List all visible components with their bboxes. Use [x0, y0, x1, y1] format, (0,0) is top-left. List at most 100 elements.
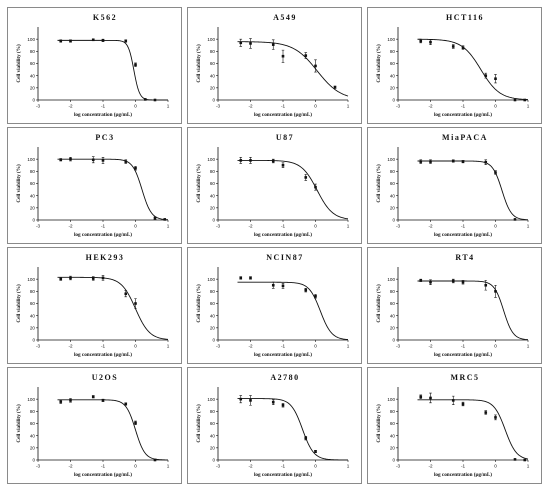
data-point	[249, 42, 252, 45]
data-point	[153, 98, 157, 102]
y-tick-label: 0	[32, 218, 35, 223]
data-point	[69, 276, 72, 280]
panel-k562: K562 0 20 40 60 80 100 -3 -2 -1 0 1 log concentratio…	[7, 7, 182, 124]
x-axis-label: log concentration (µg/mL)	[254, 351, 312, 358]
fit-curve	[417, 38, 529, 101]
x-tick-label: -3	[216, 344, 221, 349]
x-tick-label: -3	[396, 104, 401, 109]
panel-hct116: HCT116 0 20 40 60 80 100 -3 -2 -1 0 1 log concentrat…	[367, 7, 542, 124]
data-point	[494, 77, 497, 81]
x-axis-label: log concentration (µg/mL)	[434, 111, 492, 118]
y-tick-label: 100	[207, 277, 215, 282]
data-point	[91, 277, 95, 280]
x-axis-label: log concentration (µg/mL)	[254, 231, 312, 238]
x-axis-label: log concentration (µg/mL)	[74, 231, 132, 238]
data-point	[494, 290, 497, 293]
x-axis-label: log concentration (µg/mL)	[434, 471, 492, 478]
x-tick-label: -3	[396, 344, 401, 349]
chart-title: A2780	[270, 373, 299, 382]
data-point	[281, 163, 285, 167]
x-tick-label: -3	[36, 464, 41, 469]
y-tick-label: 0	[32, 98, 35, 103]
chart-title: K562	[93, 13, 117, 22]
y-axis-label: Cell viability (%)	[195, 164, 202, 203]
data-point	[314, 64, 317, 68]
x-tick-label: 1	[527, 464, 530, 469]
fit-curve	[417, 160, 529, 221]
data-point	[271, 159, 275, 163]
x-tick-label: 0	[134, 104, 137, 109]
x-tick-label: -1	[101, 464, 106, 469]
x-tick-label: -2	[68, 344, 73, 349]
y-tick-label: 60	[390, 61, 396, 66]
y-tick-label: 0	[392, 458, 395, 463]
x-tick-label: -1	[281, 104, 286, 109]
data-point	[429, 280, 432, 284]
x-tick-label: 0	[314, 464, 317, 469]
x-tick-label: -3	[216, 224, 221, 229]
fit-curve	[417, 399, 529, 460]
y-tick-label: 40	[30, 313, 36, 318]
y-tick-label: 0	[212, 458, 215, 463]
x-tick-label: -2	[248, 104, 253, 109]
y-tick-label: 20	[390, 445, 396, 450]
data-point	[484, 160, 488, 164]
data-point	[451, 45, 455, 48]
x-tick-label: -1	[461, 344, 466, 349]
data-point	[239, 276, 243, 280]
chart-u2os: U2OS 0 20 40 60 80 100 -3 -2 -1 0 1 log concentratio…	[15, 373, 170, 478]
x-tick-label: -2	[428, 464, 433, 469]
data-point	[271, 400, 275, 404]
data-point	[281, 284, 285, 288]
x-tick-label: 1	[347, 464, 350, 469]
y-tick-label: 60	[210, 301, 216, 306]
chart-hek293: HEK293 0 20 40 60 80 100 -3 -2 -1 0 1 log concentrat…	[15, 253, 170, 358]
chart-title: U87	[276, 133, 294, 142]
y-tick-label: 40	[390, 73, 396, 78]
y-axis-label: Cell viability (%)	[375, 164, 382, 203]
x-tick-label: -3	[216, 104, 221, 109]
x-tick-label: -3	[396, 224, 401, 229]
y-tick-label: 20	[210, 325, 216, 330]
chart-title: HCT116	[446, 13, 484, 22]
data-point	[314, 294, 317, 298]
y-tick-label: 0	[212, 338, 215, 343]
data-point	[143, 98, 147, 101]
x-tick-label: 0	[494, 344, 497, 349]
panel-rt4: RT4 0 20 40 60 80 100 -3 -2 -1 0 1 log concentration…	[367, 247, 542, 364]
y-tick-label: 0	[212, 98, 215, 103]
y-tick-label: 80	[390, 169, 396, 174]
y-tick-label: 20	[30, 205, 36, 210]
data-point	[101, 159, 105, 162]
y-tick-label: 100	[27, 277, 35, 282]
y-tick-label: 0	[392, 98, 395, 103]
data-point	[271, 283, 275, 287]
data-point	[59, 39, 63, 43]
panel-miapaca: MiaPACA 0 20 40 60 80 100 -3 -2 -1 0 1 log concentra…	[367, 127, 542, 244]
y-tick-label: 100	[207, 157, 215, 162]
fit-curve	[57, 39, 168, 101]
x-tick-label: -1	[101, 104, 106, 109]
fit-curve	[57, 158, 169, 221]
x-tick-label: 1	[347, 224, 350, 229]
data-point	[461, 402, 465, 406]
y-axis-label: Cell viability (%)	[15, 404, 22, 443]
chart-title: MRC5	[450, 373, 479, 382]
chart-ncin87: NCIN87 0 20 40 60 80 100 -3 -2 -1 0 1 log concentrat…	[195, 253, 350, 358]
panel-mrc5: MRC5 0 20 40 60 80 100 -3 -2 -1 0 1 log concentratio…	[367, 367, 542, 484]
y-tick-label: 20	[390, 85, 396, 90]
data-point	[304, 54, 308, 57]
chart-title: U2OS	[92, 373, 118, 382]
data-point	[494, 171, 497, 174]
x-tick-label: 1	[527, 344, 530, 349]
data-point	[451, 159, 455, 163]
chart-title: PC3	[95, 133, 114, 142]
x-tick-label: -1	[281, 464, 286, 469]
data-point	[304, 176, 308, 179]
y-tick-label: 80	[210, 409, 216, 414]
y-tick-label: 60	[210, 181, 216, 186]
y-tick-label: 40	[210, 73, 216, 78]
y-tick-label: 60	[30, 301, 36, 306]
x-tick-label: -2	[428, 224, 433, 229]
